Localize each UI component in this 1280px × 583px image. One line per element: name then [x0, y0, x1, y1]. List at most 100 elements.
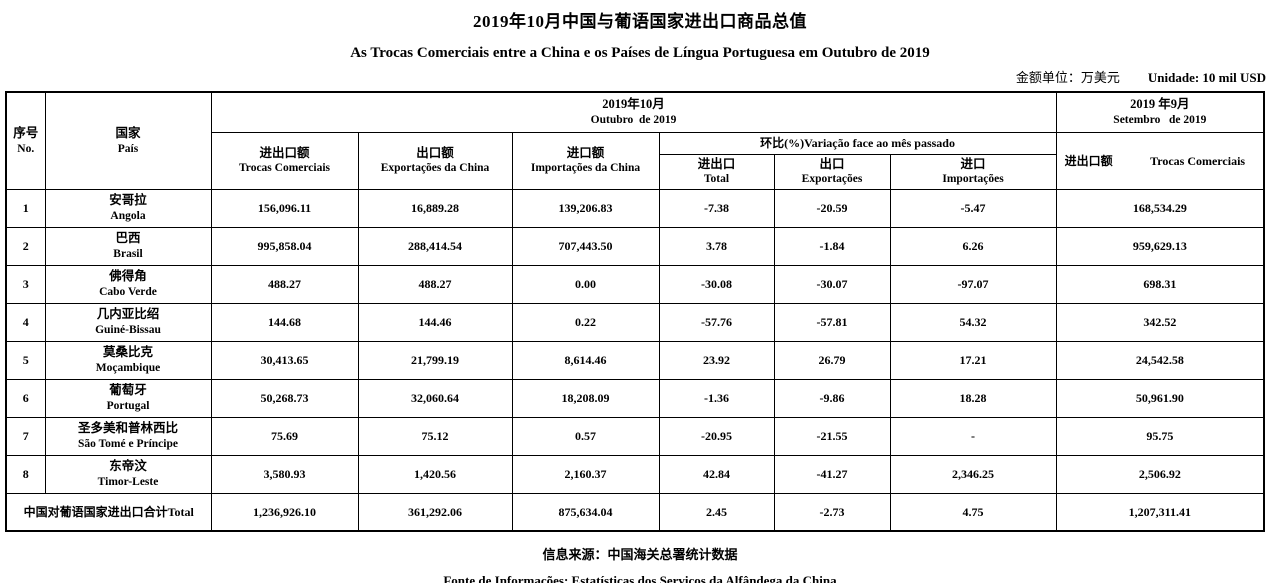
table-row: 1 安哥拉 Angola 156,096.11 16,889.28 139,206… [5, 188, 1265, 228]
col-header-exportacoes-zh: 出口额 [416, 145, 454, 160]
cell-trocas: 75.69 [210, 416, 359, 456]
cell-importacoes: 0.57 [511, 416, 660, 456]
cell-no: 6 [5, 378, 46, 418]
cell-var-total: -20.95 [658, 416, 775, 456]
cell-var-total: 42.84 [658, 454, 775, 494]
col-header-var-exportacoes-zh: 出口 [819, 156, 845, 171]
col-header-exportacoes-pt: Exportações da China [380, 162, 490, 175]
unit-note-pt: Unidade: 10 mil USD [1147, 70, 1266, 85]
cell-no: 3 [5, 264, 46, 304]
cell-no: 5 [5, 340, 46, 380]
cell-no: 1 [5, 188, 46, 228]
country-name-zh: 圣多美和普林西比 [77, 421, 178, 436]
total-trocas: 1,236,926.10 [210, 492, 359, 532]
col-header-importacoes-pt: Importações da China [530, 162, 641, 175]
cell-september-trocas: 2,506.92 [1055, 454, 1265, 494]
cell-september-trocas: 342.52 [1055, 302, 1265, 342]
col-header-exportacoes: 出口额 Exportações da China [357, 131, 513, 190]
group-header-september-zh: 2019 年9月 [1130, 97, 1190, 112]
total-row: 中国对葡语国家进出口合计Total 1,236,926.10 361,292.0… [5, 492, 1265, 532]
group-header-variacao: 环比(%)Variação face ao mês passado [658, 131, 1057, 155]
col-header-trocas: 进出口额 Trocas Comerciais [210, 131, 359, 190]
cell-var-importacoes: 54.32 [889, 302, 1057, 342]
unit-note: 金额单位：万美元 Unidade: 10 mil USD [0, 67, 1280, 86]
country-name-pt: Timor-Leste [97, 476, 159, 489]
cell-var-exportacoes: -20.59 [773, 188, 891, 228]
country-name-zh: 巴西 [115, 231, 141, 246]
country-name-zh: 几内亚比绍 [96, 307, 160, 322]
cell-var-importacoes: -5.47 [889, 188, 1057, 228]
table-row: 2 巴西 Brasil 995,858.04 288,414.54 707,443… [5, 226, 1265, 266]
group-header-september-pt: Setembro de 2019 [1113, 113, 1207, 126]
total-importacoes: 875,634.04 [511, 492, 660, 532]
col-header-country-zh: 国家 [115, 125, 141, 140]
total-row-label: 中国对葡语国家进出口合计Total [5, 492, 212, 532]
col-header-no-en: No. [17, 142, 35, 155]
country-name-pt: Guiné-Bissau [95, 324, 161, 337]
cell-september-trocas: 24,542.58 [1055, 340, 1265, 380]
page-subtitle: As Trocas Comerciais entre a China e os … [350, 45, 930, 61]
total-var-total: 2.45 [658, 492, 775, 532]
cell-var-exportacoes: -21.55 [773, 416, 891, 456]
cell-var-importacoes: 2,346.25 [889, 454, 1057, 494]
table-row: 7 圣多美和普林西比 São Tomé e Príncipe 75.69 75.1… [5, 416, 1265, 456]
cell-no: 2 [5, 226, 46, 266]
cell-var-exportacoes: -57.81 [773, 302, 891, 342]
country-name-pt: São Tomé e Príncipe [78, 438, 178, 451]
country-name-pt: Portugal [106, 400, 150, 413]
cell-importacoes: 139,206.83 [511, 188, 660, 228]
cell-no: 7 [5, 416, 46, 456]
cell-country: 佛得角 Cabo Verde [44, 264, 212, 304]
cell-country: 圣多美和普林西比 São Tomé e Príncipe [44, 416, 212, 456]
country-name-zh: 葡萄牙 [109, 383, 147, 398]
cell-country: 莫桑比克 Moçambique [44, 340, 212, 380]
cell-var-exportacoes: -9.86 [773, 378, 891, 418]
cell-var-exportacoes: 26.79 [773, 340, 891, 380]
country-name-pt: Angola [110, 210, 146, 223]
col-header-importacoes-zh: 进口额 [566, 145, 605, 160]
total-var-importacoes: 4.75 [889, 492, 1057, 532]
cell-exportacoes: 488.27 [357, 264, 513, 304]
cell-trocas: 156,096.11 [210, 188, 359, 228]
table-row: 4 几内亚比绍 Guiné-Bissau 144.68 144.46 0.22 -… [5, 302, 1265, 342]
cell-var-importacoes: - [889, 416, 1057, 456]
cell-exportacoes: 32,060.64 [357, 378, 513, 418]
cell-september-trocas: 959,629.13 [1055, 226, 1265, 266]
cell-september-trocas: 95.75 [1055, 416, 1265, 456]
table-row: 6 葡萄牙 Portugal 50,268.73 32,060.64 18,208… [5, 378, 1265, 418]
country-name-pt: Moçambique [95, 362, 161, 375]
col-header-var-total-zh: 进出口 [697, 156, 736, 171]
cell-importacoes: 0.22 [511, 302, 660, 342]
total-exportacoes: 361,292.06 [357, 492, 513, 532]
col-header-september-trocas-pt: Trocas Comerciais [1150, 153, 1246, 168]
cell-trocas: 3,580.93 [210, 454, 359, 494]
cell-var-importacoes: 6.26 [889, 226, 1057, 266]
cell-trocas: 144.68 [210, 302, 359, 342]
cell-country: 巴西 Brasil [44, 226, 212, 266]
col-header-no-zh: 序号 [13, 125, 39, 140]
cell-trocas: 50,268.73 [210, 378, 359, 418]
cell-exportacoes: 1,420.56 [357, 454, 513, 494]
col-header-trocas-zh: 进出口额 [259, 145, 310, 160]
source-note-pt: Fonte de Informações: Estatísticas dos S… [443, 573, 837, 583]
col-header-importacoes: 进口额 Importações da China [511, 131, 660, 190]
cell-exportacoes: 75.12 [357, 416, 513, 456]
cell-importacoes: 18,208.09 [511, 378, 660, 418]
total-var-exportacoes: -2.73 [773, 492, 891, 532]
cell-var-total: -1.36 [658, 378, 775, 418]
country-name-zh: 安哥拉 [109, 193, 147, 208]
group-header-october-zh: 2019年10月 [602, 97, 665, 112]
header-row-3: 进出口 Total 出口 Exportações 进口 Importações [6, 153, 1264, 190]
cell-var-total: -7.38 [658, 188, 775, 228]
cell-var-exportacoes: -30.07 [773, 264, 891, 304]
cell-var-total: 23.92 [658, 340, 775, 380]
country-name-zh: 莫桑比克 [102, 345, 153, 360]
cell-exportacoes: 21,799.19 [357, 340, 513, 380]
col-header-var-total-pt: Total [703, 173, 730, 186]
col-header-country: 国家 País [44, 91, 212, 190]
cell-country: 葡萄牙 Portugal [44, 378, 212, 418]
trade-table: 序号 No. 国家 País 2019年10月 Outubro de 2019 201… [5, 91, 1266, 533]
group-header-october: 2019年10月 Outubro de 2019 [210, 91, 1057, 133]
table-row: 3 佛得角 Cabo Verde 488.27 488.27 0.00 -30.0… [5, 264, 1265, 304]
cell-var-importacoes: 18.28 [889, 378, 1057, 418]
